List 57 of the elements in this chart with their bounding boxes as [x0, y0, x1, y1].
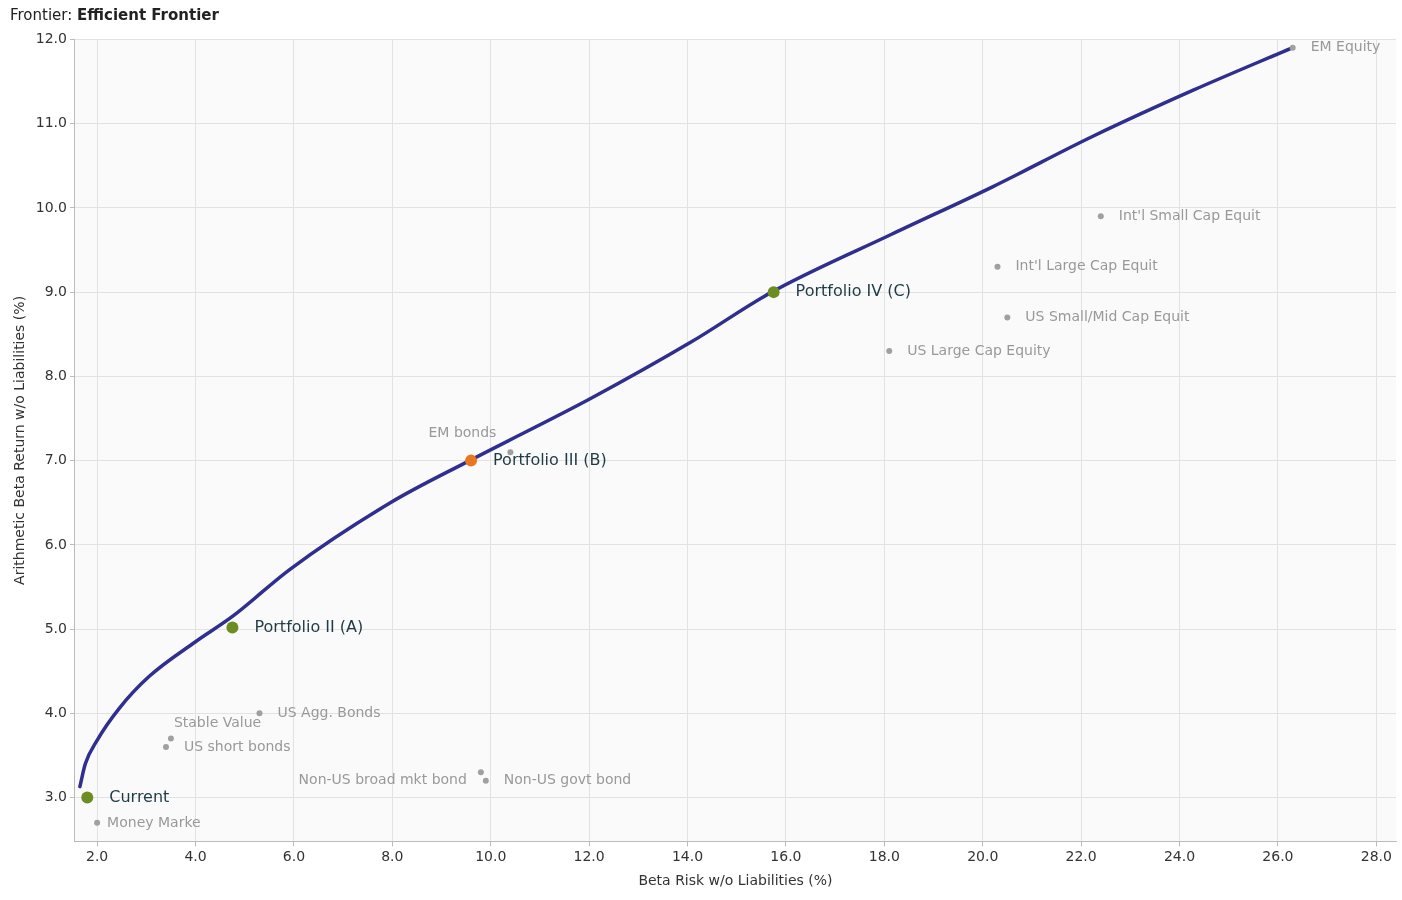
x-tick-label: 20.0 — [967, 848, 999, 865]
x-tick-label: 22.0 — [1065, 848, 1097, 865]
y-tick-label: 12.0 — [35, 30, 67, 47]
x-tick-label: 6.0 — [282, 848, 306, 865]
annotation: EM Equity — [1310, 38, 1381, 55]
point — [167, 735, 174, 742]
x-tick-label: 28.0 — [1360, 848, 1392, 865]
x-tick-label: 16.0 — [770, 848, 802, 865]
point — [994, 263, 1001, 270]
x-tick-label: 8.0 — [381, 848, 404, 865]
y-tick-label: 10.0 — [35, 198, 67, 215]
annotation: Portfolio IV (C) — [795, 281, 911, 301]
annotation: US Small/Mid Cap Equit — [1025, 308, 1190, 325]
y-tick-label: 8.0 — [44, 367, 67, 384]
point — [1004, 314, 1011, 321]
annotation: EM bonds — [428, 423, 497, 440]
annotation: Int'l Small Cap Equit — [1118, 206, 1261, 223]
chart-title: Frontier: Efficient Frontier — [10, 6, 219, 24]
y-tick-label: 6.0 — [44, 535, 67, 552]
annotation: US Large Cap Equity — [907, 341, 1051, 358]
point — [886, 348, 893, 355]
y-tick-label: 3.0 — [44, 788, 67, 805]
y-tick-label: 9.0 — [44, 282, 67, 299]
y-tick-label: 5.0 — [44, 619, 67, 636]
x-axis-title: Beta Risk w/o Liabilities (%) — [638, 872, 833, 889]
point — [1097, 213, 1104, 220]
x-tick-label: 2.0 — [85, 848, 109, 865]
x-tick-label: 10.0 — [475, 848, 507, 865]
y-tick-label: 7.0 — [44, 451, 67, 468]
annotation: Non-US broad mkt bond — [298, 770, 467, 787]
annotation: Stable Value — [173, 714, 262, 731]
x-tick-label: 12.0 — [573, 848, 605, 865]
annotation: Non-US govt bond — [503, 771, 632, 788]
annotation: US Agg. Bonds — [277, 703, 381, 720]
x-tick-label: 14.0 — [671, 848, 704, 865]
annotation: Portfolio III (B) — [493, 449, 607, 469]
x-tick-label: 26.0 — [1262, 848, 1294, 865]
y-axis-title: Arithmetic Beta Return w/o Liabilities (%) — [11, 295, 28, 585]
point — [226, 621, 239, 634]
annotation: Current — [109, 786, 170, 806]
x-tick-label: 24.0 — [1163, 848, 1196, 865]
annotation: Int'l Large Cap Equit — [1015, 257, 1159, 274]
point — [81, 791, 94, 804]
point — [477, 769, 484, 776]
y-tick-label: 4.0 — [44, 703, 67, 720]
point — [482, 777, 489, 784]
point — [767, 286, 780, 299]
point — [465, 454, 478, 467]
annotation: Portfolio II (A) — [254, 616, 364, 636]
x-tick-label: 18.0 — [868, 848, 900, 865]
annotation: Money Marke — [107, 813, 201, 830]
point — [162, 744, 169, 751]
annotation: US short bonds — [183, 737, 291, 754]
point — [94, 819, 101, 826]
x-tick-label: 4.0 — [184, 848, 207, 865]
y-tick-label: 11.0 — [35, 114, 67, 131]
point — [1289, 44, 1296, 51]
